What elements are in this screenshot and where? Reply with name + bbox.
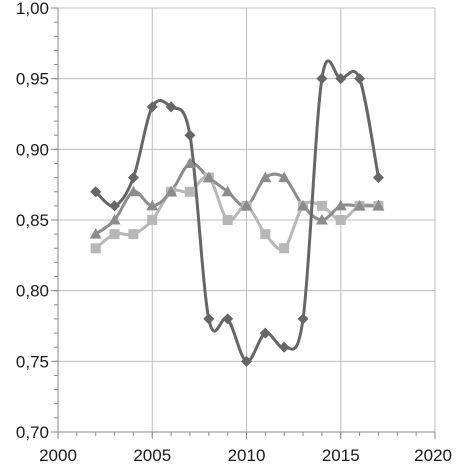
data-point-square bbox=[335, 215, 346, 225]
data-point-triangle bbox=[89, 228, 102, 239]
data-point-diamond bbox=[90, 186, 102, 198]
data-point-square bbox=[279, 243, 290, 254]
x-tick-label: 2005 bbox=[133, 446, 171, 465]
data-point-triangle bbox=[240, 199, 253, 211]
data-point-diamond bbox=[335, 73, 347, 85]
y-tick-label: 0,80 bbox=[16, 282, 49, 301]
data-point-diamond bbox=[278, 341, 290, 353]
series-lines bbox=[94, 59, 380, 363]
y-tick-label: 1,00 bbox=[16, 0, 49, 18]
data-point-diamond bbox=[109, 200, 121, 212]
data-point-diamond bbox=[165, 101, 177, 113]
x-tick-label: 2015 bbox=[322, 446, 360, 465]
data-point-triangle bbox=[259, 171, 272, 183]
data-point-square bbox=[147, 215, 158, 225]
data-point-diamond bbox=[184, 129, 196, 141]
x-tick-label: 2000 bbox=[39, 446, 77, 465]
data-point-triangle bbox=[127, 185, 140, 197]
series-line-triangle bbox=[94, 161, 379, 236]
y-tick-label: 0,75 bbox=[16, 352, 49, 371]
tick-labels: 0,70 0,75 0,80 0,85 0,90 0,95 1,00 2000 2005 2010… bbox=[16, 0, 452, 465]
data-point-diamond bbox=[297, 313, 309, 325]
data-point-triangle bbox=[183, 157, 196, 168]
data-point-triangle bbox=[165, 185, 178, 197]
data-point-diamond bbox=[222, 313, 234, 325]
data-point-triangle bbox=[334, 199, 347, 211]
y-tick-label: 0,70 bbox=[16, 423, 49, 442]
data-point-triangle bbox=[146, 199, 159, 211]
data-point-diamond bbox=[127, 172, 139, 184]
series-markers bbox=[89, 73, 385, 367]
data-point-square bbox=[184, 186, 195, 197]
data-point-triangle bbox=[202, 171, 215, 183]
data-point-square bbox=[90, 243, 101, 254]
data-point-square bbox=[260, 229, 271, 240]
data-point-square bbox=[128, 229, 139, 240]
data-point-triangle bbox=[297, 199, 310, 211]
data-point-triangle bbox=[353, 199, 366, 211]
data-point-triangle bbox=[372, 199, 385, 211]
y-tick-label: 0,95 bbox=[16, 70, 49, 89]
data-point-diamond bbox=[372, 172, 384, 184]
data-point-triangle bbox=[278, 171, 291, 183]
y-tick-label: 0,90 bbox=[16, 140, 49, 159]
data-point-diamond bbox=[203, 313, 215, 325]
data-point-diamond bbox=[146, 101, 158, 113]
data-point-diamond bbox=[241, 355, 252, 367]
data-point-square bbox=[109, 229, 120, 240]
data-point-triangle bbox=[108, 214, 121, 225]
data-point-triangle bbox=[315, 214, 328, 225]
data-point-diamond bbox=[316, 73, 328, 85]
data-point-diamond bbox=[354, 73, 366, 85]
data-point-square bbox=[222, 215, 233, 225]
x-tick-label: 2010 bbox=[228, 446, 266, 465]
y-tick-label: 0,85 bbox=[16, 211, 49, 230]
data-point-triangle bbox=[221, 185, 234, 197]
data-point-diamond bbox=[259, 327, 271, 339]
data-point-square bbox=[316, 200, 327, 211]
axes bbox=[51, 7, 436, 439]
x-tick-label: 2020 bbox=[414, 446, 452, 465]
